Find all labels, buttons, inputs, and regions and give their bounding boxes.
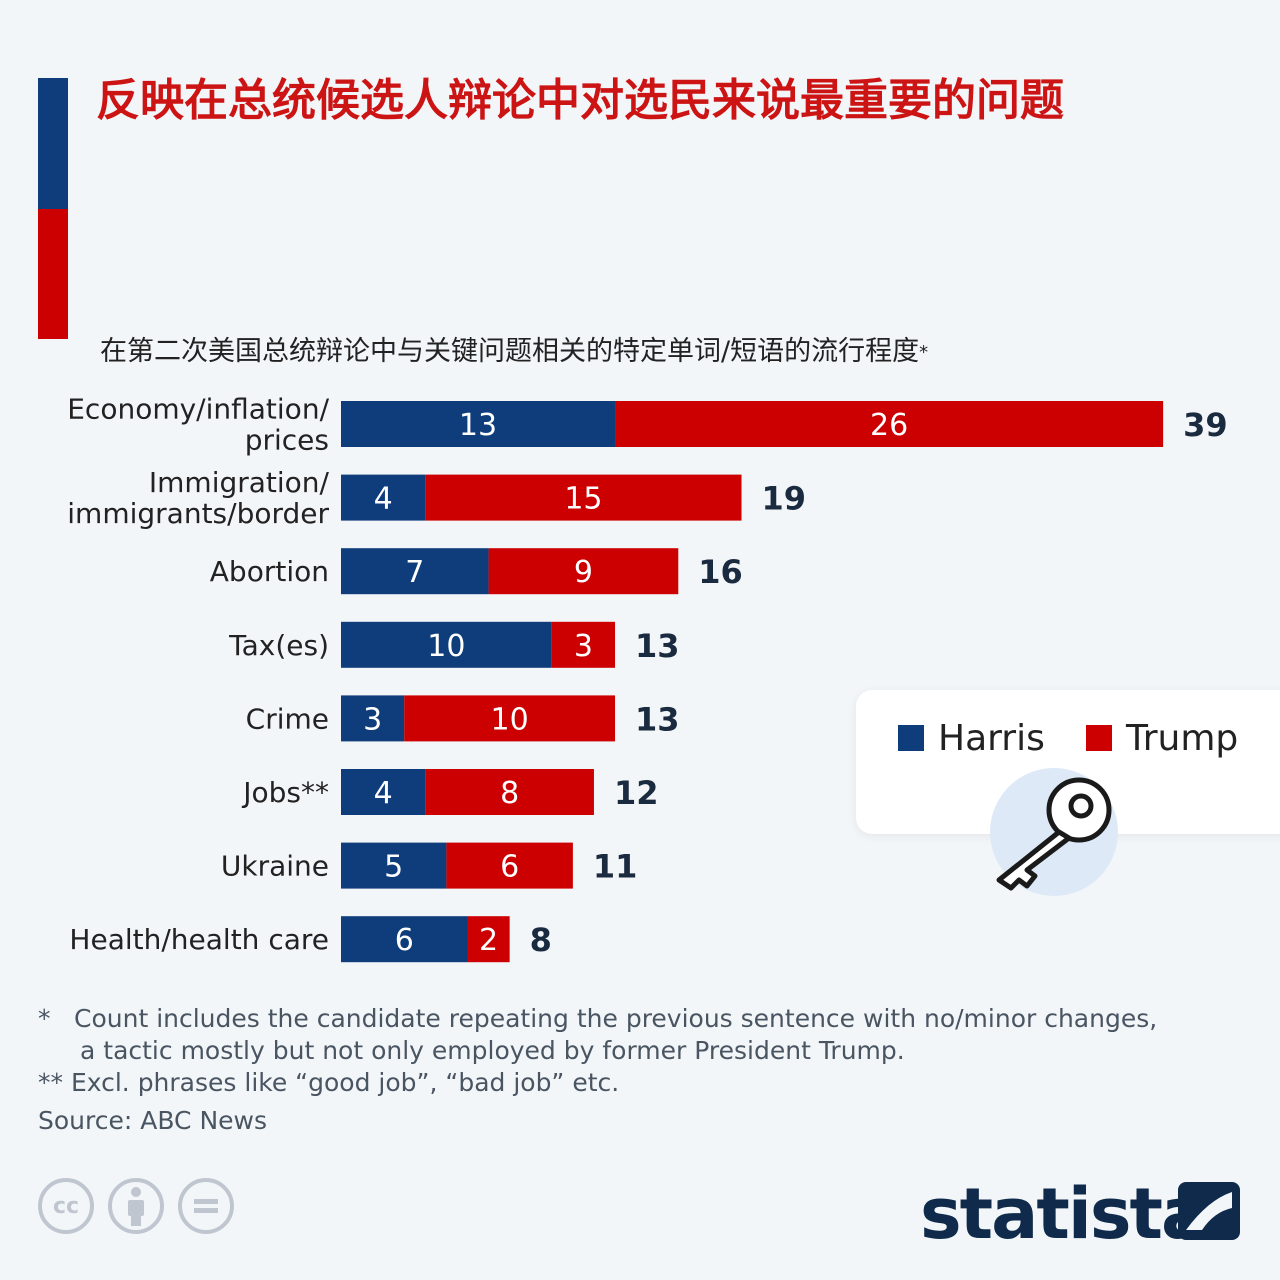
legend-swatch-trump bbox=[1086, 725, 1112, 751]
bar-value-label-harris: 10 bbox=[427, 629, 465, 664]
bar-total-label: 8 bbox=[530, 921, 552, 959]
bar-value-label-harris: 6 bbox=[395, 923, 414, 958]
statista-logo-mark bbox=[1178, 1182, 1240, 1240]
category-label: Abortion bbox=[210, 555, 329, 588]
legend-label-trump: Trump bbox=[1126, 717, 1239, 759]
legend-item-harris: Harris bbox=[898, 716, 1045, 760]
legend-item-trump: Trump bbox=[1086, 716, 1238, 760]
bar-value-label-trump: 3 bbox=[574, 629, 593, 664]
bar-value-label-trump: 6 bbox=[500, 850, 519, 885]
bar-total-label: 16 bbox=[698, 553, 743, 591]
subtitle-footnote-mark: * bbox=[919, 342, 929, 363]
bar-value-label-trump: 8 bbox=[500, 776, 519, 811]
bar-value-label-harris: 13 bbox=[459, 408, 497, 443]
bar-value-label-trump: 2 bbox=[479, 923, 498, 958]
bar-value-label-trump: 9 bbox=[574, 555, 593, 590]
bar-value-label-harris: 7 bbox=[405, 555, 424, 590]
cc-icon[interactable]: cc bbox=[38, 1178, 94, 1234]
no-derivatives-icon[interactable] bbox=[178, 1178, 234, 1234]
legend-label-harris: Harris bbox=[938, 717, 1045, 759]
bar-value-label-harris: 4 bbox=[374, 776, 393, 811]
footnote-1-line-2: a tactic mostly but not only employed by… bbox=[80, 1036, 905, 1065]
bar-harris bbox=[341, 695, 405, 742]
chart-subtitle: 在第二次美国总统辩论中与关键问题相关的特定单词/短语的流行程度* bbox=[100, 332, 1250, 373]
chart-subtitle-text: 在第二次美国总统辩论中与关键问题相关的特定单词/短语的流行程度 bbox=[100, 336, 920, 367]
category-label: Crime bbox=[246, 702, 329, 735]
bar-value-label-trump: 15 bbox=[564, 482, 602, 517]
statista-logo[interactable]: statista bbox=[920, 1170, 1250, 1250]
bar-harris bbox=[341, 769, 426, 815]
bar-harris bbox=[341, 401, 616, 447]
footnote-1: * Count includes the candidate repeating … bbox=[38, 1003, 1238, 1035]
bar-total-label: 19 bbox=[762, 480, 807, 518]
footnote-1-mark: * bbox=[38, 1004, 51, 1033]
footnote-2: ** Excl. phrases like “good job”, “bad j… bbox=[38, 1067, 1238, 1099]
category-label: Health/health care bbox=[69, 923, 329, 956]
chart-title: 反映在总统候选人辩论中对选民来说最重要的问题 bbox=[96, 75, 1064, 126]
footnote-2-text: Excl. phrases like “good job”, “bad job”… bbox=[70, 1068, 620, 1097]
category-label: Ukraine bbox=[221, 850, 329, 883]
bar-total-label: 12 bbox=[614, 774, 659, 812]
bar-total-label: 13 bbox=[635, 627, 680, 665]
source-note: Source: ABC News bbox=[38, 1106, 268, 1135]
license-icons: cc bbox=[38, 1178, 234, 1234]
category-label: Economy/inflation/prices bbox=[67, 393, 329, 457]
bar-trump bbox=[488, 548, 679, 595]
bar-value-label-harris: 3 bbox=[363, 702, 382, 737]
bar-value-label-harris: 4 bbox=[374, 482, 393, 517]
bar-trump bbox=[425, 769, 594, 815]
bar-trump bbox=[425, 474, 742, 521]
bar-harris bbox=[341, 474, 426, 521]
footnotes: * Count includes the candidate repeating … bbox=[38, 1003, 1238, 1099]
key-icon bbox=[996, 777, 1112, 891]
bar-harris bbox=[341, 916, 468, 963]
footnote-2-mark: ** bbox=[38, 1068, 63, 1097]
bar-harris bbox=[341, 842, 447, 889]
bar-trump bbox=[404, 695, 616, 742]
footnote-1-line-1: Count includes the candidate repeating t… bbox=[74, 1004, 1158, 1033]
legend-swatch-harris bbox=[898, 725, 924, 751]
bar-value-label-harris: 5 bbox=[384, 850, 403, 885]
bar-trump bbox=[551, 621, 616, 668]
bar-total-label: 11 bbox=[593, 848, 638, 886]
bar-value-label-trump: 26 bbox=[870, 408, 908, 443]
bar-value-label-trump: 10 bbox=[491, 702, 529, 737]
bar-harris bbox=[341, 621, 552, 668]
accent-bar-red bbox=[38, 209, 68, 339]
category-label: Jobs** bbox=[241, 776, 329, 809]
bar-total-label: 39 bbox=[1183, 406, 1228, 444]
bar-chart: Economy/inflation/prices 13 26 39Immigratio… bbox=[67, 393, 1228, 963]
attribution-icon[interactable] bbox=[108, 1178, 164, 1234]
statista-logo-text: statista bbox=[920, 1173, 1206, 1250]
accent-bar-blue bbox=[38, 78, 68, 209]
bar-trump bbox=[615, 401, 1164, 447]
bar-trump bbox=[446, 842, 573, 889]
legend: Harris Trump bbox=[856, 690, 1280, 834]
category-label: Tax(es) bbox=[228, 629, 329, 662]
bar-trump bbox=[467, 916, 510, 963]
category-label: Immigration/immigrants/border bbox=[67, 466, 329, 530]
bar-harris bbox=[341, 548, 489, 595]
bar-total-label: 13 bbox=[635, 700, 680, 738]
